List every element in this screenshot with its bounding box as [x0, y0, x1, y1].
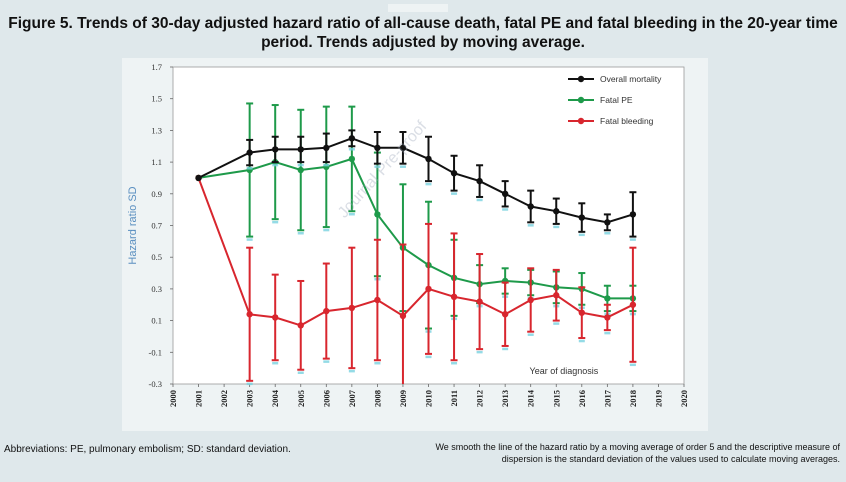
- data-point: [297, 146, 304, 153]
- x-tick-label: 2019: [653, 390, 663, 407]
- x-tick-label: 2020: [679, 390, 689, 407]
- x-tick-label: 2015: [551, 390, 561, 407]
- smoothing-note: We smooth the line of the hazard ratio b…: [435, 442, 840, 464]
- data-point: [399, 144, 407, 152]
- data-point: [348, 135, 356, 142]
- data-point: [374, 296, 381, 304]
- data-point: [272, 146, 279, 153]
- series-overall-mortality: [195, 129, 637, 241]
- x-tick-label: 2005: [296, 390, 306, 407]
- data-point: [297, 166, 304, 174]
- x-tick-label: 2003: [245, 390, 255, 407]
- x-tick-label: 2010: [424, 390, 434, 407]
- x-tick-label: 2018: [628, 390, 638, 407]
- data-point: [527, 203, 534, 210]
- x-tick-label: 2013: [500, 390, 510, 407]
- y-tick-label: 0.9: [151, 189, 162, 199]
- data-point: [501, 311, 509, 318]
- x-tick-label: 2011: [449, 390, 459, 407]
- series-fatal-bleeding: [195, 174, 637, 386]
- x-tick-label: 2001: [194, 390, 204, 407]
- y-tick-label: 1.5: [151, 94, 162, 104]
- data-point: [323, 307, 330, 315]
- data-point: [374, 144, 381, 152]
- y-tick-label: -0.3: [149, 379, 162, 389]
- x-tick-label: 2000: [168, 390, 178, 407]
- x-axis-title: Year of diagnosis: [530, 366, 599, 376]
- data-point: [629, 211, 637, 218]
- data-point: [246, 149, 253, 156]
- y-tick-label: 0.1: [151, 316, 162, 326]
- figure-title: Figure 5. Trends of 30-day adjusted haza…: [8, 15, 838, 51]
- data-point: [476, 298, 483, 305]
- data-point: [450, 293, 458, 301]
- data-point: [272, 314, 279, 321]
- y-tick-label: 0.7: [151, 221, 162, 231]
- x-tick-label: 2006: [321, 390, 331, 407]
- x-tick-label: 2012: [475, 390, 485, 407]
- legend-marker: [577, 96, 585, 104]
- data-point: [246, 311, 253, 318]
- data-point: [348, 304, 356, 312]
- y-tick-label: 0.5: [151, 252, 162, 262]
- x-tick-label: 2009: [398, 390, 408, 407]
- legend-marker: [577, 75, 585, 83]
- data-point: [425, 285, 432, 293]
- data-point: [527, 296, 534, 304]
- data-point: [399, 312, 407, 320]
- chart-panel: 1.7 1.5 1.3 1.1 0.9 0.7 0.5 0.3 0.1 -0.1 -0.3 2000 2…: [122, 58, 708, 431]
- x-tick-label: 2017: [602, 389, 612, 407]
- x-tick-label: 2014: [526, 389, 536, 407]
- header-fragment: [388, 4, 448, 12]
- data-point: [578, 214, 585, 221]
- legend-label: Fatal bleeding: [600, 116, 654, 126]
- data-point: [374, 211, 381, 218]
- data-point: [501, 190, 509, 197]
- y-tick-label: 0.3: [151, 284, 162, 294]
- x-tick-label: 2008: [372, 390, 382, 407]
- data-point: [604, 219, 611, 226]
- data-point: [476, 177, 483, 185]
- x-tick-label: 2002: [219, 390, 229, 407]
- data-point: [553, 292, 560, 299]
- data-point: [425, 155, 432, 163]
- data-point: [323, 144, 330, 152]
- legend-label: Fatal PE: [600, 95, 633, 105]
- y-tick-label: 1.7: [151, 62, 162, 72]
- data-point: [553, 208, 560, 215]
- y-tick-label: 1.1: [151, 157, 162, 167]
- chart: 1.7 1.5 1.3 1.1 0.9 0.7 0.5 0.3 0.1 -0.1 -0.3 2000 2…: [127, 62, 689, 407]
- y-tick-label: -0.1: [149, 347, 162, 357]
- data-point: [604, 295, 611, 302]
- x-tick-label: 2004: [270, 389, 280, 407]
- legend-marker: [577, 117, 585, 125]
- data-point: [578, 309, 585, 316]
- data-point: [604, 314, 611, 321]
- data-point: [195, 174, 202, 182]
- x-tick-label: 2016: [577, 390, 587, 407]
- data-point: [297, 322, 304, 329]
- abbreviations-note: Abbreviations: PE, pulmonary embolism; S…: [4, 444, 291, 455]
- legend-label: Overall mortality: [600, 74, 662, 84]
- data-point: [348, 155, 356, 163]
- y-tick-label: 1.3: [151, 125, 162, 135]
- y-axis-title: Hazard ratio SD: [127, 186, 139, 264]
- data-point: [450, 169, 458, 177]
- data-point: [629, 301, 637, 308]
- x-tick-label: 2007: [347, 389, 357, 407]
